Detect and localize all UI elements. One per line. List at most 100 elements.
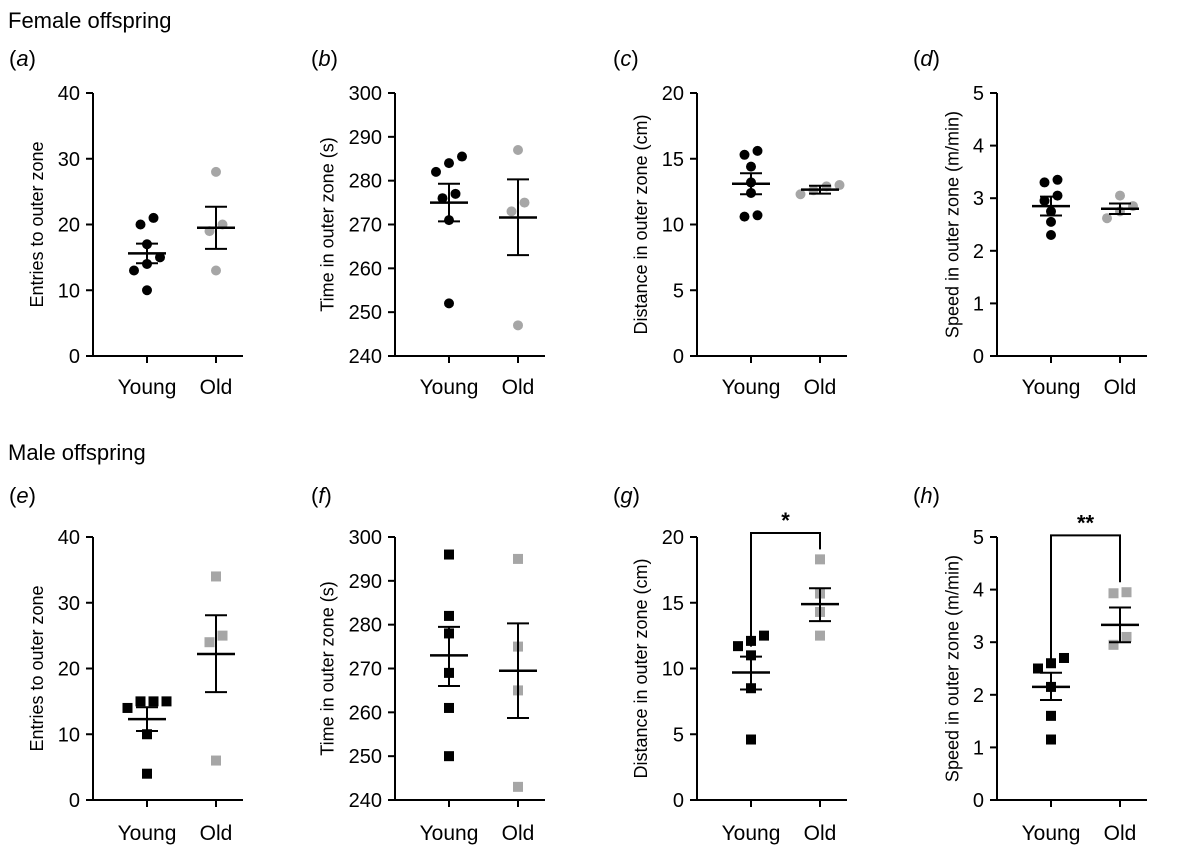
data-point bbox=[1046, 734, 1056, 745]
data-point bbox=[129, 265, 139, 276]
y-tick-label: 40 bbox=[58, 527, 80, 549]
x-tick-label: Young bbox=[1022, 822, 1081, 845]
data-point bbox=[444, 298, 454, 309]
data-point bbox=[759, 630, 769, 641]
panel-d: (d) 0 1 2 3 4 5 Speed in outer zone (m/min) Youn… bbox=[913, 46, 1147, 399]
data-point bbox=[211, 265, 221, 276]
data-point bbox=[1046, 230, 1056, 241]
y-tick-label: 15 bbox=[662, 593, 684, 615]
y-tick-label: 30 bbox=[58, 149, 80, 171]
y-tick-label: 250 bbox=[349, 746, 382, 768]
y-tick-label: 5 bbox=[673, 724, 684, 746]
female-section-title: Female offspring bbox=[8, 8, 171, 33]
y-tick-label: 2 bbox=[973, 241, 984, 263]
data-point bbox=[506, 206, 517, 217]
data-point bbox=[1052, 190, 1063, 201]
x-tick-label: Old bbox=[200, 376, 233, 399]
data-point bbox=[1121, 631, 1132, 642]
data-point bbox=[746, 161, 756, 172]
data-point bbox=[142, 768, 152, 779]
panel-label: (b) bbox=[311, 46, 338, 71]
x-tick-label: Old bbox=[1104, 822, 1137, 845]
data-point bbox=[815, 554, 825, 565]
data-point bbox=[431, 166, 441, 177]
data-point bbox=[1046, 658, 1056, 669]
data-point bbox=[1121, 587, 1132, 598]
data-point bbox=[148, 696, 159, 707]
data-point bbox=[795, 189, 806, 200]
y-tick-label: 300 bbox=[349, 527, 382, 549]
y-tick-label: 10 bbox=[662, 659, 684, 681]
data-point bbox=[519, 197, 530, 208]
data-point bbox=[815, 630, 825, 641]
y-tick-label: 10 bbox=[58, 280, 80, 302]
y-tick-label: 1 bbox=[973, 293, 984, 315]
x-tick-label: Old bbox=[502, 376, 535, 399]
y-tick-label: 0 bbox=[69, 346, 80, 368]
panel-h: (h) 0 1 2 3 4 5 Speed in outer zone (m/min) Youn… bbox=[913, 483, 1147, 845]
panel-label: (e) bbox=[9, 483, 36, 508]
x-tick-label: Young bbox=[420, 822, 479, 845]
y-tick-label: 20 bbox=[662, 83, 684, 105]
y-axis-title: Entries to outer zone bbox=[27, 141, 47, 307]
y-tick-label: 240 bbox=[349, 346, 382, 368]
data-point bbox=[1039, 195, 1050, 206]
panel-label: (c) bbox=[613, 46, 639, 71]
data-point bbox=[148, 212, 159, 223]
data-point bbox=[513, 144, 523, 155]
significance-bracket bbox=[750, 532, 821, 647]
significance-label: * bbox=[781, 508, 790, 533]
y-tick-label: 20 bbox=[662, 527, 684, 549]
panel-g: (g) 0 5 10 15 20 Distance in outer zone (cm) Yo… bbox=[613, 483, 847, 845]
y-tick-label: 10 bbox=[58, 724, 80, 746]
y-axis-title: Time in outer zone (s) bbox=[318, 137, 338, 311]
y-axis-title: Distance in outer zone (cm) bbox=[631, 114, 651, 334]
panel-label: (f) bbox=[311, 483, 332, 508]
data-point bbox=[437, 193, 448, 204]
data-point bbox=[1115, 190, 1125, 201]
y-tick-label: 0 bbox=[973, 790, 984, 812]
y-tick-label: 0 bbox=[673, 790, 684, 812]
significance-bracket bbox=[1050, 534, 1121, 663]
y-tick-label: 2 bbox=[973, 685, 984, 707]
data-point bbox=[211, 571, 221, 582]
y-tick-label: 290 bbox=[349, 571, 382, 593]
x-tick-label: Old bbox=[502, 822, 535, 845]
x-tick-label: Young bbox=[118, 376, 177, 399]
data-point bbox=[444, 549, 454, 560]
data-point bbox=[135, 696, 146, 707]
data-point bbox=[142, 285, 152, 296]
data-point bbox=[1059, 652, 1069, 663]
data-point bbox=[1039, 177, 1050, 188]
data-point bbox=[444, 702, 454, 713]
y-tick-label: 1 bbox=[973, 737, 984, 759]
data-point bbox=[513, 320, 523, 331]
y-tick-label: 260 bbox=[349, 702, 382, 724]
data-point bbox=[746, 650, 756, 661]
data-point bbox=[444, 751, 454, 762]
y-tick-label: 20 bbox=[58, 659, 80, 681]
data-point bbox=[739, 149, 750, 160]
y-axis-title: Entries to outer zone bbox=[27, 585, 47, 751]
y-tick-label: 15 bbox=[662, 149, 684, 171]
y-tick-label: 5 bbox=[973, 527, 984, 549]
y-tick-label: 30 bbox=[58, 593, 80, 615]
y-tick-label: 280 bbox=[349, 171, 382, 193]
data-point bbox=[211, 166, 221, 177]
data-point bbox=[217, 630, 228, 641]
y-tick-label: 280 bbox=[349, 615, 382, 637]
y-tick-label: 240 bbox=[349, 790, 382, 812]
panel-e: (e) 0 10 20 30 40 Entries to outer zone Young Ol… bbox=[9, 483, 243, 845]
y-tick-label: 3 bbox=[973, 632, 984, 654]
x-tick-label: Old bbox=[804, 822, 837, 845]
y-tick-label: 10 bbox=[662, 215, 684, 237]
data-point bbox=[122, 702, 133, 713]
data-point bbox=[155, 252, 165, 263]
x-tick-label: Old bbox=[804, 376, 837, 399]
y-axis-title: Distance in outer zone (cm) bbox=[631, 558, 651, 778]
panel-c: (c) 0 5 10 15 20 Distance in outer zone (cm) Yo… bbox=[613, 46, 847, 399]
y-axis-title: Speed in outer zone (m/min) bbox=[943, 555, 963, 782]
data-point bbox=[450, 188, 461, 199]
x-tick-label: Old bbox=[200, 822, 233, 845]
data-point bbox=[513, 553, 523, 564]
